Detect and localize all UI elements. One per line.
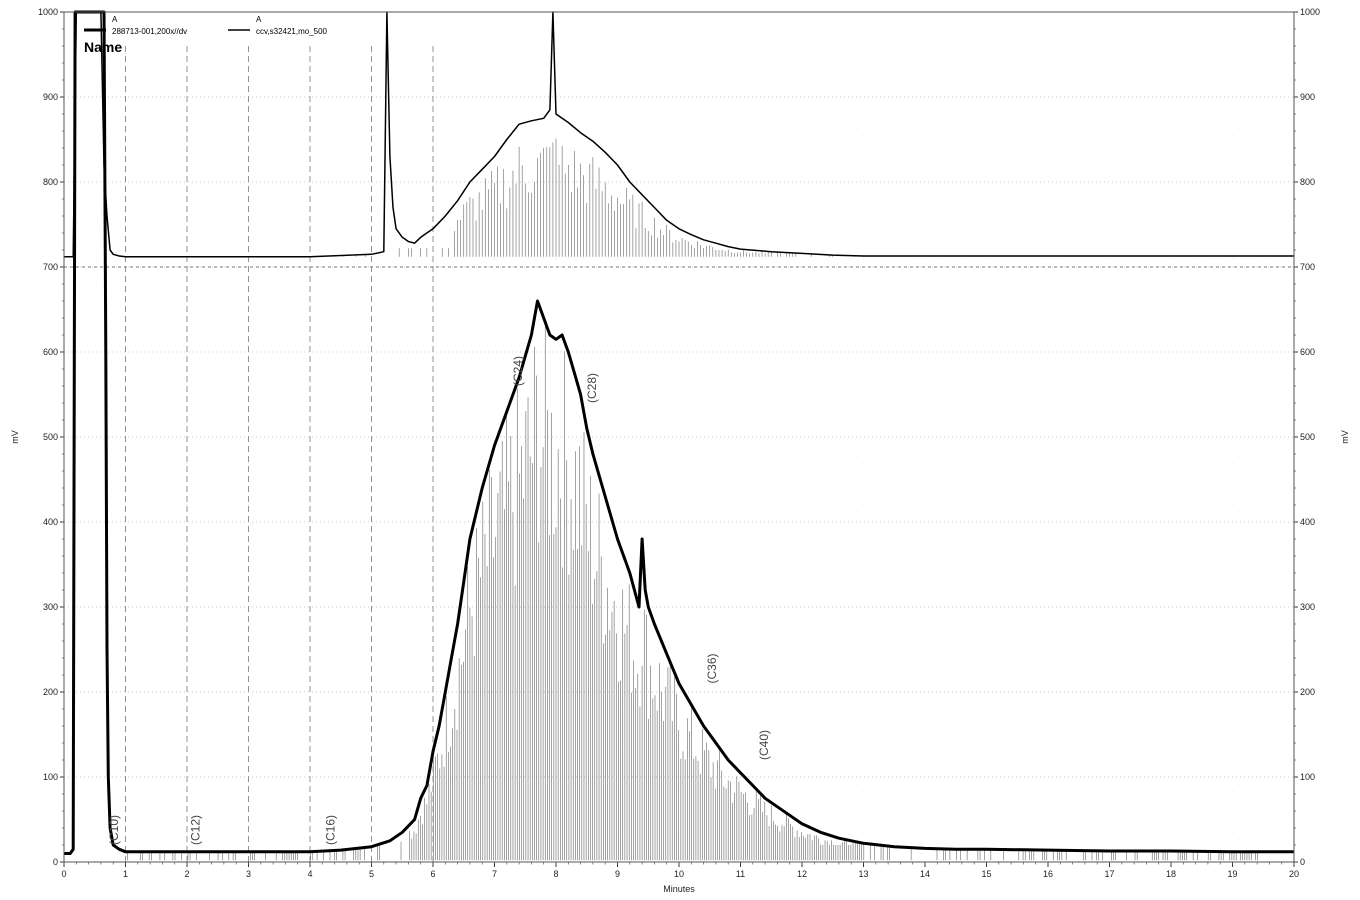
legend-channel-1: A — [112, 15, 118, 24]
legend-channel-2: A — [256, 15, 262, 24]
y-tick-label-right: 1000 — [1300, 7, 1320, 17]
y-tick-label-left: 400 — [43, 517, 58, 527]
series-layer — [64, 10, 1294, 855]
y-tick-label-right: 400 — [1300, 517, 1315, 527]
legend: Name A 288713-001,200x//dv A ccv,s32421,… — [84, 15, 328, 55]
x-tick-label: 5 — [369, 869, 374, 879]
x-tick-label: 15 — [981, 869, 991, 879]
y-tick-label-left: 200 — [43, 687, 58, 697]
y-tick-label-right: 0 — [1300, 857, 1305, 867]
grid-layer — [64, 12, 1294, 862]
annotation-layer: (C10) (C12) (C16) (C24) (C28) (C36) (C40) — [107, 356, 771, 845]
legend-title: Name — [84, 39, 122, 55]
integration-hash-layer — [127, 138, 1286, 861]
peak-annotation: (C10) — [107, 815, 121, 845]
x-tick-label: 16 — [1043, 869, 1053, 879]
y-tick-label-left: 0 — [53, 857, 58, 867]
y-tick-label-right: 700 — [1300, 262, 1315, 272]
x-tick-label: 20 — [1289, 869, 1299, 879]
x-tick-label: 7 — [492, 869, 497, 879]
y-tick-label-left: 800 — [43, 177, 58, 187]
peak-annotation: (C12) — [188, 815, 202, 845]
x-tick-label: 13 — [858, 869, 868, 879]
marker-layer — [125, 46, 434, 862]
legend-label-2: ccv,s32421,mo_500 — [256, 27, 328, 36]
x-tick-label: 0 — [61, 869, 66, 879]
y-axis-label-right: mV — [1340, 430, 1350, 444]
y-tick-label-left: 100 — [43, 772, 58, 782]
y-tick-label-left: 600 — [43, 347, 58, 357]
peak-annotation: (C16) — [324, 815, 338, 845]
x-tick-label: 4 — [307, 869, 312, 879]
y-axis-label-left: mV — [10, 430, 20, 444]
x-tick-label: 6 — [430, 869, 435, 879]
peak-annotation: (C36) — [705, 653, 719, 683]
peak-annotation: (C24) — [511, 356, 525, 386]
legend-label-1: 288713-001,200x//dv — [112, 27, 187, 36]
x-tick-label: 17 — [1104, 869, 1114, 879]
x-tick-label: 14 — [920, 869, 930, 879]
y-tick-label-left: 700 — [43, 262, 58, 272]
peak-annotation: (C28) — [585, 373, 599, 403]
y-tick-label-right: 500 — [1300, 432, 1315, 442]
y-tick-label-left: 900 — [43, 92, 58, 102]
series-line-1 — [64, 10, 1294, 855]
x-tick-label: 19 — [1227, 869, 1237, 879]
peak-annotation: (C40) — [757, 730, 771, 760]
x-tick-label: 12 — [797, 869, 807, 879]
y-tick-label-left: 1000 — [38, 7, 58, 17]
x-tick-label: 18 — [1166, 869, 1176, 879]
y-tick-label-right: 200 — [1300, 687, 1315, 697]
series-line-2 — [64, 11, 1294, 258]
x-tick-label: 1 — [123, 869, 128, 879]
x-tick-label: 10 — [674, 869, 684, 879]
y-tick-label-right: 600 — [1300, 347, 1315, 357]
x-axis-label: Minutes — [663, 884, 695, 894]
y-tick-label-right: 800 — [1300, 177, 1315, 187]
x-tick-label: 3 — [246, 869, 251, 879]
y-tick-label-right: 100 — [1300, 772, 1315, 782]
y-tick-label-right: 900 — [1300, 92, 1315, 102]
y-tick-label-left: 300 — [43, 602, 58, 612]
x-tick-label: 2 — [184, 869, 189, 879]
x-tick-label: 11 — [736, 869, 745, 879]
y-tick-label-left: 500 — [43, 432, 58, 442]
y-tick-label-right: 300 — [1300, 602, 1315, 612]
x-tick-label: 9 — [615, 869, 620, 879]
x-tick-label: 8 — [553, 869, 558, 879]
